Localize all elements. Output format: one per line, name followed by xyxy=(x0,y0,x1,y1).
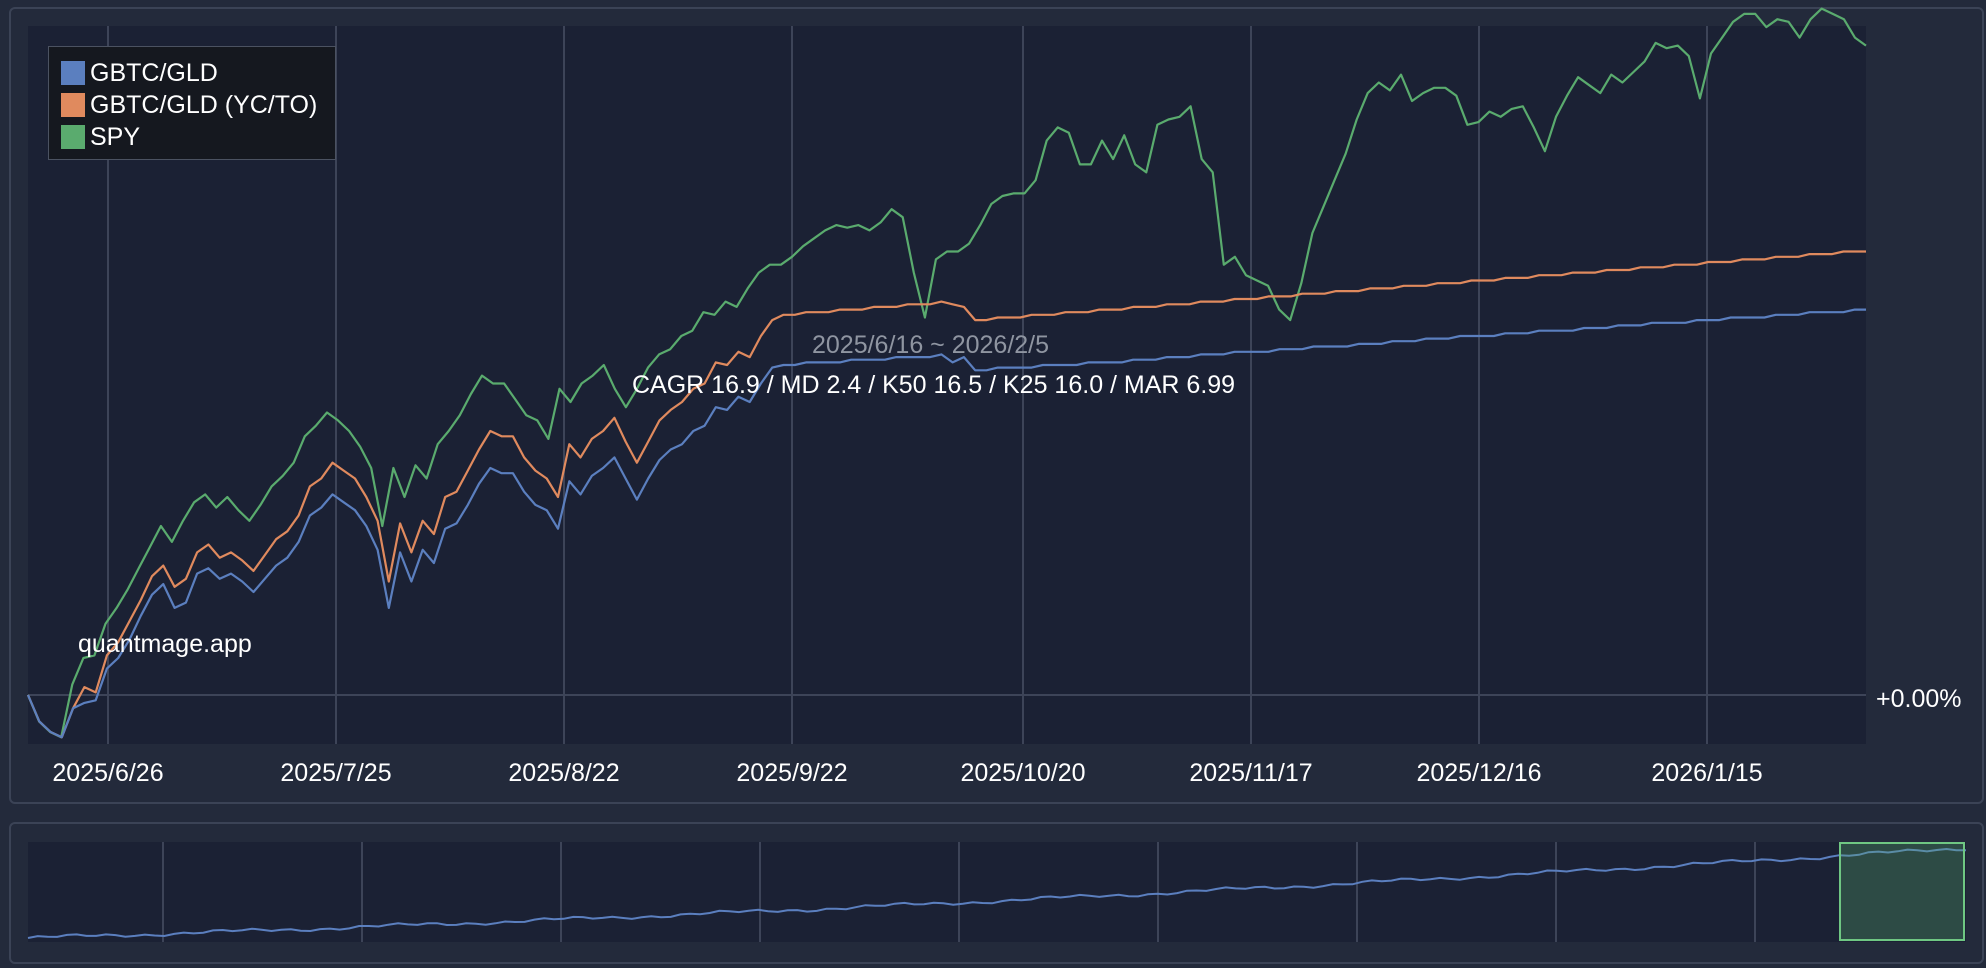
x-tick-label: 2026/1/15 xyxy=(1651,759,1762,787)
legend-label: GBTC/GLD xyxy=(90,58,218,87)
legend-item-spy[interactable]: SPY xyxy=(61,121,335,153)
x-tick-label: 2025/12/16 xyxy=(1416,759,1541,787)
legend-swatch xyxy=(61,93,85,117)
legend-item-gbtc-gld-yc-to[interactable]: GBTC/GLD (YC/TO) xyxy=(61,89,335,121)
x-tick-label: 2025/8/22 xyxy=(508,759,619,787)
series-line-spy xyxy=(26,7,1867,739)
legend-swatch xyxy=(61,125,85,149)
x-tick-label: 2025/6/26 xyxy=(52,759,163,787)
y-tick-label: +0.00% xyxy=(1876,685,1962,713)
watermark: quantmage.app xyxy=(78,630,252,658)
legend-swatch xyxy=(61,61,85,85)
legend: GBTC/GLD GBTC/GLD (YC/TO) SPY xyxy=(48,46,336,160)
x-tick-label: 2025/9/22 xyxy=(736,759,847,787)
legend-label: SPY xyxy=(90,122,141,151)
x-tick-label: 2025/10/20 xyxy=(960,759,1085,787)
stats-label: CAGR 16.9 / MD 2.4 / K50 16.5 / K25 16.0… xyxy=(632,371,1236,399)
x-tick-label: 2025/7/25 xyxy=(280,759,391,787)
x-tick-label: 2025/11/17 xyxy=(1189,759,1312,787)
legend-label: GBTC/GLD (YC/TO) xyxy=(90,90,318,119)
series-line-gbtc-gld xyxy=(26,308,1866,739)
navigator-selection-handle[interactable] xyxy=(1839,842,1965,941)
legend-item-gbtc-gld[interactable]: GBTC/GLD xyxy=(61,57,335,89)
period-label: 2025/6/16 ~ 2026/2/5 xyxy=(812,331,1050,359)
navigator-area xyxy=(28,842,1966,942)
series-line-gbtc-gld-yc-to xyxy=(26,250,1866,739)
navigator-series-line xyxy=(27,847,1966,939)
